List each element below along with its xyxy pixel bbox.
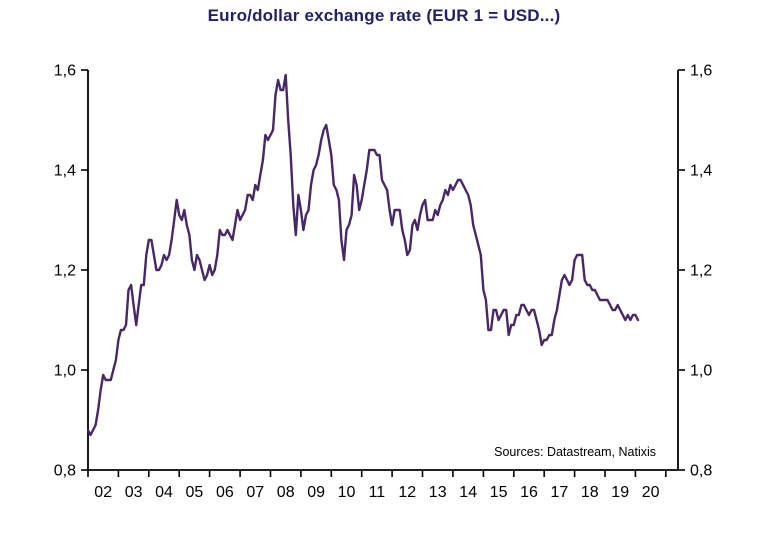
x-tick-label: 16 <box>520 484 538 501</box>
y-tick-label-right: 1,6 <box>690 63 712 80</box>
x-tick-label: 06 <box>216 484 234 501</box>
x-tick-label: 20 <box>642 484 660 501</box>
x-tick-label: 18 <box>581 484 599 501</box>
x-tick-label: 13 <box>429 484 447 501</box>
series-line-eur-usd <box>86 73 640 437</box>
x-tick-label: 12 <box>398 484 416 501</box>
y-tick-label-left: 1,4 <box>54 163 76 180</box>
y-tick-label-right: 1,4 <box>690 163 712 180</box>
x-tick-label: 10 <box>338 484 356 501</box>
y-tick-label-left: 0,8 <box>54 463 76 480</box>
x-tick-label: 11 <box>369 484 386 501</box>
x-tick-label: 08 <box>277 484 295 501</box>
chart-title: Euro/dollar exchange rate (EUR 1 = USD..… <box>207 6 561 25</box>
x-tick-label: 03 <box>125 484 143 501</box>
y-tick-label-left: 1,0 <box>54 363 76 380</box>
x-tick-label: 14 <box>459 484 477 501</box>
y-tick-label-right: 1,2 <box>690 263 712 280</box>
x-tick-label: 15 <box>490 484 508 501</box>
y-tick-label-left: 1,2 <box>54 263 76 280</box>
y-tick-label-right: 1,0 <box>690 363 712 380</box>
y-tick-label-left: 1,6 <box>54 63 76 80</box>
x-tick-label: 17 <box>551 484 569 501</box>
y-tick-label-right: 0,8 <box>690 463 712 480</box>
x-tick-label: 05 <box>186 484 204 501</box>
x-tick-label: 09 <box>307 484 325 501</box>
x-tick-label: 07 <box>246 484 264 501</box>
x-tick-label: 19 <box>611 484 629 501</box>
x-tick-label: 04 <box>155 484 173 501</box>
sources-note: Sources: Datastream, Natixis <box>494 445 656 459</box>
x-tick-label: 02 <box>94 484 112 501</box>
chart-plot-area: 0,8 0,8 1,0 1,0 1,2 1,2 1,4 1,4 1,6 1,6 02 03 04 05 06… <box>0 46 768 526</box>
